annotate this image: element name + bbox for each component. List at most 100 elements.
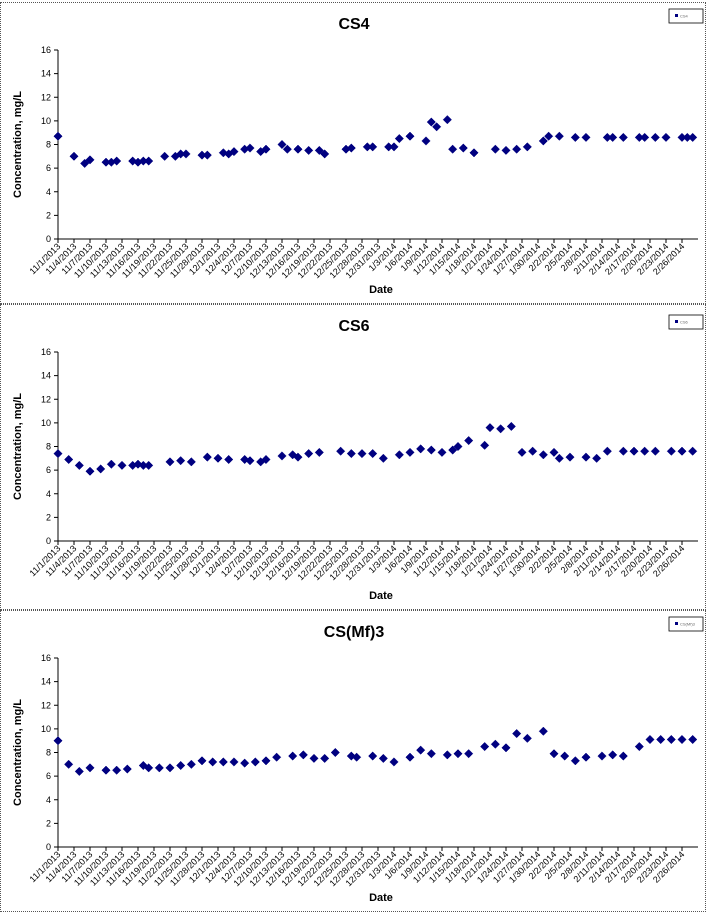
data-point bbox=[485, 423, 495, 433]
data-point bbox=[394, 450, 404, 460]
y-tick-label: 8 bbox=[46, 748, 51, 758]
data-point bbox=[304, 449, 314, 459]
data-point bbox=[512, 729, 522, 739]
data-point bbox=[80, 158, 90, 168]
data-point bbox=[293, 452, 303, 462]
data-point bbox=[293, 144, 303, 154]
data-point bbox=[442, 750, 452, 760]
y-axis-label: Concentration, mg/L bbox=[12, 699, 24, 806]
y-tick-label: 10 bbox=[41, 116, 51, 126]
y-tick-label: 10 bbox=[41, 418, 51, 428]
data-point bbox=[160, 151, 170, 161]
data-point bbox=[144, 460, 154, 470]
data-point bbox=[544, 131, 554, 141]
data-point bbox=[320, 753, 330, 763]
data-point bbox=[165, 457, 175, 467]
data-point bbox=[416, 745, 426, 755]
data-point bbox=[453, 441, 463, 452]
data-point bbox=[298, 750, 308, 760]
data-point bbox=[112, 765, 122, 775]
data-point bbox=[277, 139, 287, 150]
data-point bbox=[154, 763, 164, 773]
data-point bbox=[352, 752, 362, 762]
data-point bbox=[272, 752, 282, 762]
y-tick-label: 8 bbox=[46, 140, 51, 150]
data-point bbox=[368, 142, 378, 152]
data-point bbox=[186, 457, 196, 467]
data-point bbox=[368, 449, 378, 459]
data-point bbox=[346, 449, 356, 459]
data-point bbox=[581, 752, 591, 762]
legend-marker bbox=[675, 14, 678, 17]
y-tick-label: 0 bbox=[46, 234, 51, 244]
y-tick-label: 4 bbox=[46, 187, 51, 197]
data-point bbox=[448, 144, 458, 154]
data-point bbox=[549, 749, 559, 759]
chart-title: CS6 bbox=[338, 318, 369, 335]
legend-label: CS4 bbox=[680, 14, 689, 19]
data-point bbox=[74, 766, 84, 776]
data-point bbox=[629, 446, 639, 456]
data-point bbox=[688, 132, 698, 142]
data-point bbox=[538, 450, 548, 460]
data-point bbox=[85, 466, 95, 476]
y-tick-label: 4 bbox=[46, 489, 51, 499]
x-axis-label: Date bbox=[369, 284, 393, 296]
data-point bbox=[208, 757, 218, 767]
data-point bbox=[581, 452, 591, 462]
legend-label: CS(Mf)3 bbox=[680, 622, 696, 627]
legend-box bbox=[668, 8, 704, 24]
data-point bbox=[661, 132, 671, 142]
data-point bbox=[165, 763, 175, 773]
data-point bbox=[405, 447, 415, 457]
data-point bbox=[53, 736, 63, 746]
data-point bbox=[250, 757, 260, 767]
data-point bbox=[432, 122, 442, 132]
data-point bbox=[261, 756, 271, 766]
y-tick-label: 16 bbox=[41, 347, 51, 357]
data-point bbox=[229, 147, 239, 157]
legend-label: CS6 bbox=[680, 320, 689, 325]
data-point bbox=[640, 132, 650, 142]
data-point bbox=[53, 449, 63, 459]
data-point bbox=[229, 757, 239, 767]
data-point bbox=[592, 453, 602, 463]
y-axis-label: Concentration, mg/L bbox=[12, 393, 24, 500]
data-point bbox=[618, 751, 628, 761]
data-point bbox=[656, 734, 666, 745]
legend-marker bbox=[675, 320, 678, 323]
y-tick-label: 2 bbox=[46, 512, 51, 522]
data-point bbox=[112, 156, 122, 166]
data-point bbox=[245, 456, 255, 466]
data-point bbox=[202, 452, 212, 462]
data-point bbox=[122, 764, 132, 774]
data-point bbox=[64, 759, 74, 769]
y-tick-label: 6 bbox=[46, 771, 51, 781]
data-point bbox=[618, 446, 628, 456]
data-point bbox=[378, 753, 388, 763]
data-point bbox=[608, 750, 618, 760]
data-point bbox=[357, 449, 367, 459]
data-point bbox=[522, 733, 532, 743]
data-point bbox=[464, 749, 474, 759]
y-tick-label: 14 bbox=[41, 677, 51, 687]
data-point bbox=[304, 145, 314, 155]
data-point bbox=[554, 131, 564, 141]
legend: CS4 bbox=[668, 8, 704, 24]
y-tick-label: 0 bbox=[46, 536, 51, 546]
data-point bbox=[480, 440, 490, 450]
data-point bbox=[106, 459, 116, 469]
data-point bbox=[186, 759, 196, 769]
data-point bbox=[277, 451, 287, 461]
data-point bbox=[218, 757, 228, 767]
data-point bbox=[480, 742, 490, 752]
data-point bbox=[581, 132, 591, 142]
y-tick-label: 14 bbox=[41, 371, 51, 381]
data-point bbox=[261, 144, 271, 154]
data-point bbox=[346, 143, 356, 153]
data-point bbox=[416, 444, 426, 454]
data-point bbox=[144, 763, 154, 773]
data-point bbox=[394, 134, 404, 144]
data-point bbox=[282, 144, 292, 154]
